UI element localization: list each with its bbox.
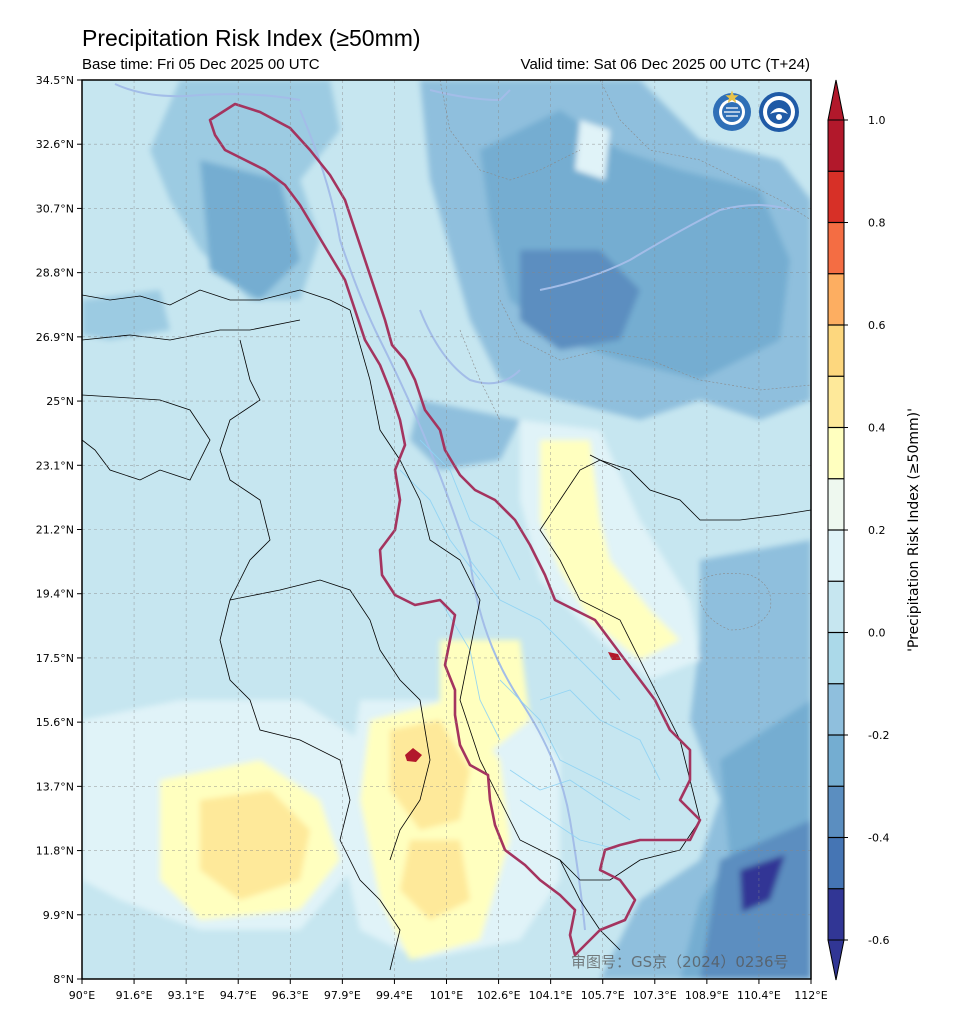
colorbar-tick-label: 0.4 <box>868 422 886 435</box>
colorbar-segment <box>828 581 844 633</box>
tributaries <box>399 439 661 851</box>
lat-tick-label: 23.1°N <box>36 459 74 472</box>
lat-tick-label: 13.7°N <box>36 780 74 793</box>
lat-tick-label: 19.4°N <box>36 588 74 601</box>
lon-tick-label: 110.4°E <box>737 989 781 1002</box>
lon-axis: 90°E 91.6°E 93.1°E 94.7°E 96.3°E 97.9°E 99.4°E… <box>69 979 828 1002</box>
mekong-basin-outline <box>208 102 702 957</box>
lat-tick-label: 34.5°N <box>36 74 74 87</box>
colorbar-title: 'Precipitation Risk Index (≥50mm)' <box>906 408 922 652</box>
colorbar-segment <box>828 735 844 787</box>
map-title: Precipitation Risk Index (≥50mm) <box>82 25 421 51</box>
lon-tick-label: 108.9°E <box>685 989 729 1002</box>
colorbar-max-extension <box>827 79 845 121</box>
major-rivers <box>114 83 791 931</box>
lat-tick-label: 21.2°N <box>36 524 74 537</box>
lon-tick-label: 112°E <box>794 989 827 1002</box>
colorbar-segment <box>828 376 844 428</box>
lat-tick-label: 17.5°N <box>36 652 74 665</box>
lat-tick-label: 32.6°N <box>36 138 74 151</box>
risk-field <box>82 80 811 979</box>
lon-tick-label: 107.3°E <box>633 989 677 1002</box>
colorbar-segment <box>828 120 844 172</box>
lon-tick-label: 105.7°E <box>581 989 625 1002</box>
graticule <box>82 80 811 979</box>
valid-time-label: Valid time: Sat 06 Dec 2025 00 UTC (T+24… <box>520 56 810 73</box>
lon-tick-label: 104.1°E <box>529 989 573 1002</box>
lat-tick-label: 8°N <box>53 973 74 986</box>
colorbar-segment <box>828 273 844 326</box>
lat-tick-label: 25°N <box>46 395 74 408</box>
colorbar-segment <box>828 530 844 582</box>
lat-tick-label: 30.7°N <box>36 202 74 215</box>
lon-tick-label: 97.9°E <box>324 989 361 1002</box>
colorbar-tick-label: 0.6 <box>868 319 886 332</box>
colorbar-segment <box>828 632 844 685</box>
colorbar-segment <box>828 683 844 736</box>
colorbar-tick-label: -0.2 <box>868 729 889 742</box>
base-time-label: Base time: Fri 05 Dec 2025 00 UTC <box>82 56 320 73</box>
colorbar-segment <box>828 786 844 838</box>
colorbar-tick-label: 0.8 <box>868 217 886 230</box>
colorbar-segment <box>828 837 844 890</box>
wmo-logo <box>713 90 751 131</box>
map-approval-watermark: 审图号：GS京（2024）0236号 <box>571 953 789 971</box>
lat-axis: 34.5°N 32.6°N 30.7°N 28.8°N 26.9°N 25°N 23.1°N… <box>36 74 82 986</box>
province-borders <box>439 80 811 631</box>
colorbar-segment <box>828 478 844 531</box>
colorbar-segment <box>828 427 844 480</box>
colorbar-segment <box>828 171 844 223</box>
colorbar-tick-label: -0.6 <box>868 934 889 947</box>
colorbar-tick-label: 0.0 <box>868 627 886 640</box>
lon-tick-label: 96.3°E <box>272 989 309 1002</box>
lon-tick-label: 90°E <box>69 989 95 1002</box>
lon-tick-label: 91.6°E <box>116 989 153 1002</box>
colorbar-segment <box>828 888 844 941</box>
lat-tick-label: 11.8°N <box>36 845 74 858</box>
lon-tick-label: 102.6°E <box>477 989 521 1002</box>
colorbar: 1.0 0.8 0.6 0.4 0.2 0.0 -0.2 -0.4 -0.6 <box>827 79 889 981</box>
lat-tick-label: 15.6°N <box>36 716 74 729</box>
colorbar-tick-label: 0.2 <box>868 524 886 537</box>
colorbar-min-extension <box>827 939 845 981</box>
lon-tick-label: 94.7°E <box>220 989 257 1002</box>
colorbar-tick-label: -0.4 <box>868 832 889 845</box>
lat-tick-label: 26.9°N <box>36 331 74 344</box>
lat-tick-label: 28.8°N <box>36 267 74 280</box>
cma-logo <box>759 92 799 132</box>
high-risk-spot <box>405 748 422 762</box>
lon-tick-label: 101°E <box>430 989 463 1002</box>
colorbar-tick-label: 1.0 <box>868 114 886 127</box>
colorbar-segment <box>828 222 844 275</box>
colorbar-segment <box>828 325 844 377</box>
lon-tick-label: 93.1°E <box>168 989 205 1002</box>
lat-tick-label: 9.9°N <box>43 909 74 922</box>
lon-tick-label: 99.4°E <box>376 989 413 1002</box>
